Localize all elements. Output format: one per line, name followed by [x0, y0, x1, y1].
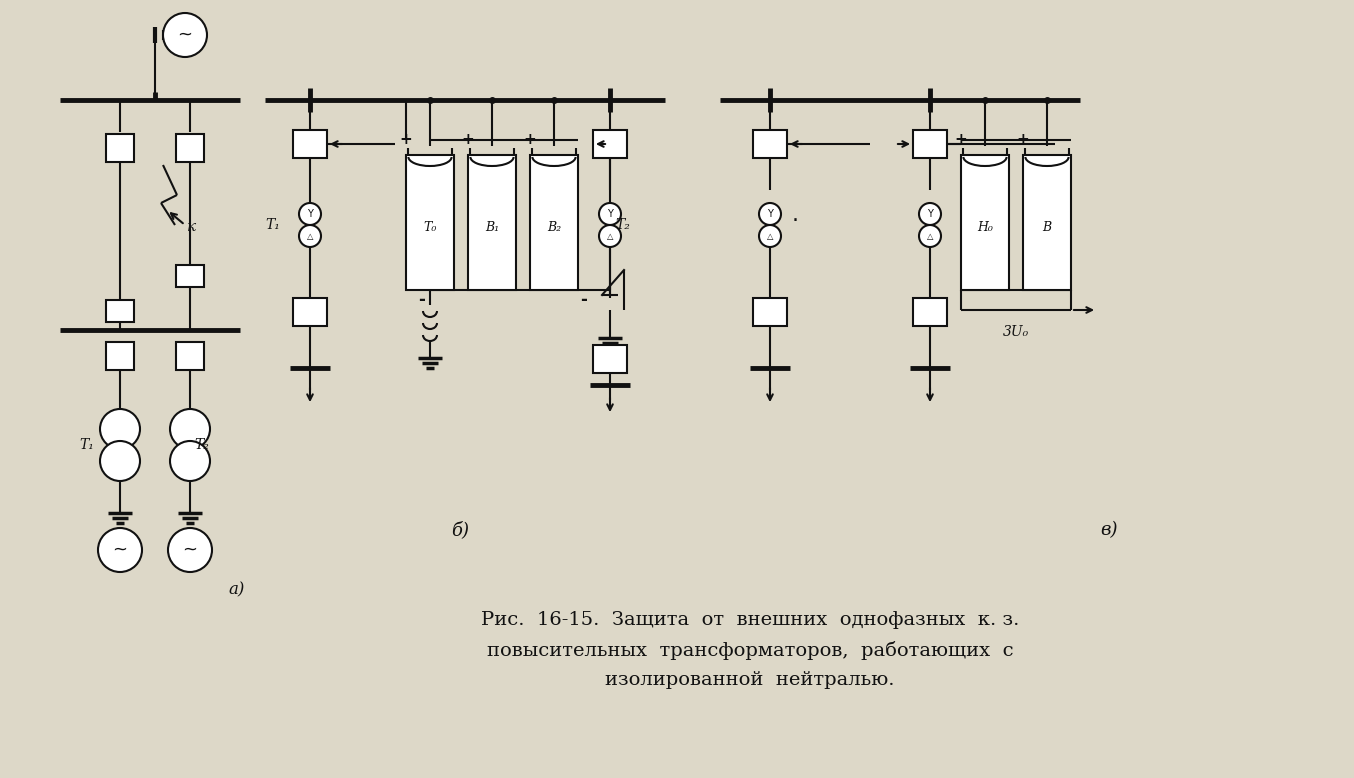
Bar — [106, 342, 134, 370]
Text: +: + — [955, 132, 967, 147]
Circle shape — [100, 409, 139, 449]
Circle shape — [162, 13, 207, 57]
Circle shape — [168, 528, 213, 572]
Circle shape — [760, 225, 781, 247]
Bar — [961, 155, 1009, 290]
Bar — [406, 155, 454, 290]
Text: △: △ — [766, 232, 773, 240]
Bar — [176, 265, 204, 287]
Text: изолированной  нейтралью.: изолированной нейтралью. — [605, 671, 895, 689]
Circle shape — [919, 225, 941, 247]
Text: △: △ — [307, 232, 313, 240]
Text: к: к — [187, 220, 196, 234]
Text: Y: Y — [607, 209, 613, 219]
Text: -: - — [418, 291, 425, 309]
Text: Y: Y — [768, 209, 773, 219]
Text: Y: Y — [927, 209, 933, 219]
Bar — [593, 130, 627, 158]
Text: 3U₀: 3U₀ — [1003, 325, 1029, 339]
Bar — [176, 342, 204, 370]
Bar — [176, 134, 204, 162]
Bar — [913, 298, 946, 326]
Text: B₁: B₁ — [485, 220, 500, 233]
Text: +: + — [399, 132, 413, 147]
Text: +: + — [1017, 132, 1029, 147]
Text: в): в) — [1099, 521, 1117, 539]
Text: ~: ~ — [183, 541, 198, 559]
Bar — [913, 130, 946, 158]
Text: а): а) — [227, 581, 244, 598]
Circle shape — [760, 203, 781, 225]
Bar — [753, 130, 787, 158]
Text: .: . — [792, 205, 799, 225]
Text: T₂: T₂ — [194, 438, 209, 452]
Circle shape — [171, 441, 210, 481]
Text: +: + — [462, 132, 474, 147]
Circle shape — [299, 203, 321, 225]
Text: -: - — [581, 291, 588, 309]
Circle shape — [97, 528, 142, 572]
Text: T₂: T₂ — [615, 218, 630, 232]
Bar — [1024, 155, 1071, 290]
Circle shape — [598, 225, 621, 247]
Text: △: △ — [607, 232, 613, 240]
Text: B: B — [1043, 220, 1052, 233]
Circle shape — [171, 409, 210, 449]
Text: ~: ~ — [177, 26, 192, 44]
Bar — [593, 345, 627, 373]
Text: H₀: H₀ — [978, 220, 992, 233]
Text: T₁: T₁ — [265, 218, 280, 232]
Text: △: △ — [926, 232, 933, 240]
Bar — [468, 155, 516, 290]
Text: повысительных  трансформаторов,  работающих  с: повысительных трансформаторов, работающи… — [486, 640, 1013, 660]
Text: T₀: T₀ — [424, 220, 437, 233]
Circle shape — [598, 203, 621, 225]
Text: б): б) — [451, 521, 468, 539]
Text: Y: Y — [307, 209, 313, 219]
Bar — [753, 298, 787, 326]
Bar — [529, 155, 578, 290]
Bar — [106, 134, 134, 162]
Circle shape — [919, 203, 941, 225]
Text: B₂: B₂ — [547, 220, 561, 233]
Text: T₁: T₁ — [79, 438, 93, 452]
Circle shape — [299, 225, 321, 247]
Bar — [292, 298, 328, 326]
Text: Рис.  16-15.  Защита  от  внешних  однофазных  к. з.: Рис. 16-15. Защита от внешних однофазных… — [481, 611, 1020, 629]
Circle shape — [100, 441, 139, 481]
Text: ~: ~ — [112, 541, 127, 559]
Text: +: + — [524, 132, 536, 147]
Bar — [106, 300, 134, 322]
Bar — [292, 130, 328, 158]
